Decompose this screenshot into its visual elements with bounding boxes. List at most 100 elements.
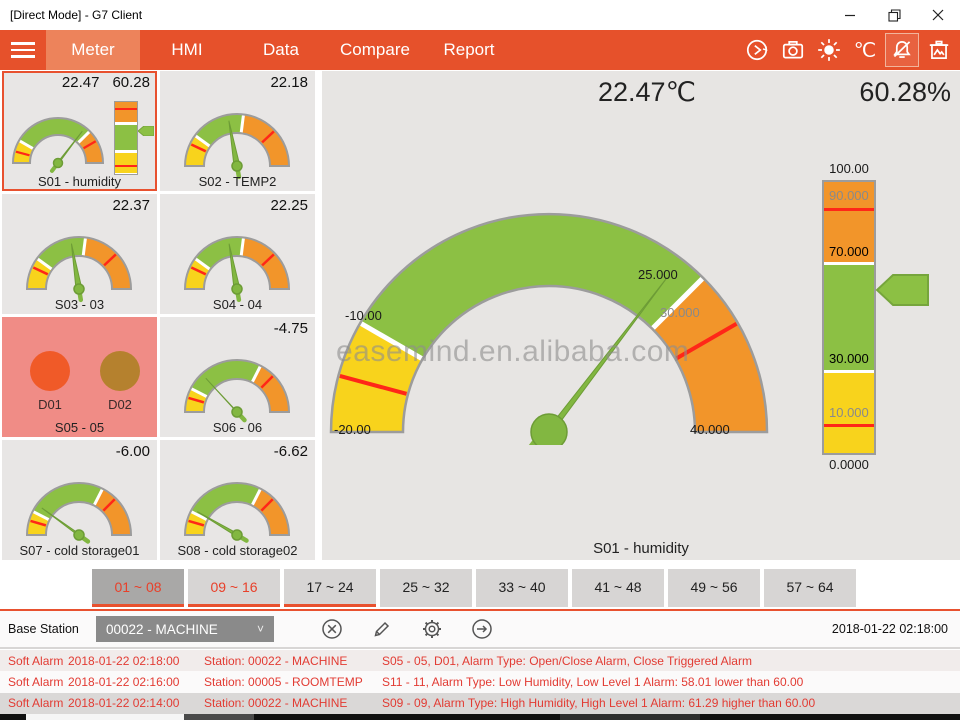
meter-tile[interactable]: 22.25 S04 - 04 xyxy=(160,194,315,314)
tile-values: 22.18 xyxy=(270,74,308,91)
bar-min-label: 0.0000 xyxy=(829,457,869,472)
taskbar-segment xyxy=(560,714,700,720)
meter-tile[interactable]: 22.18 S02 - TEMP2 xyxy=(160,71,315,191)
station-toolbar xyxy=(320,617,494,641)
separator-line xyxy=(0,609,960,611)
taskbar-segment xyxy=(26,714,184,720)
window-title: [Direct Mode] - G7 Client xyxy=(10,8,143,22)
alarm-message: S05 - 05, D01, Alarm Type: Open/Close Al… xyxy=(382,653,752,668)
brightness-icon[interactable] xyxy=(813,34,845,66)
bar-segment xyxy=(115,102,137,122)
bar-segment xyxy=(824,264,874,371)
close-button[interactable] xyxy=(916,0,960,30)
nav-bar: Meter HMI Data Compare Report ℃ xyxy=(0,30,960,70)
bar-70-label: 70.000 xyxy=(829,244,869,259)
nav-tab-compare[interactable]: Compare xyxy=(340,40,410,59)
tile-value: 22.25 xyxy=(270,197,308,214)
alarm-station: Station: 00005 - ROOMTEMP xyxy=(204,674,363,689)
minimize-icon xyxy=(845,14,855,17)
alarm-row[interactable]: Soft Alarm 2018-01-22 02:18:00 Station: 00… xyxy=(0,650,960,672)
nav-tab-meter[interactable]: Meter xyxy=(46,30,140,70)
edit-pencil-icon[interactable] xyxy=(370,617,394,641)
close-icon xyxy=(932,9,944,21)
tile-values: -6.62 xyxy=(274,443,308,460)
alarm-station: Station: 00022 - MACHINE xyxy=(204,696,348,711)
nav-tab-report[interactable]: Report xyxy=(443,40,495,59)
gauge-low-label: -10.00 xyxy=(345,308,382,323)
range-tab[interactable]: 01 ~ 08 xyxy=(92,569,184,607)
tile-label: S01 - humidity xyxy=(37,174,122,189)
range-tab[interactable]: 41 ~ 48 xyxy=(572,569,664,607)
clear-image-icon[interactable] xyxy=(923,34,955,66)
tile-values: -4.75 xyxy=(274,320,308,337)
alarm-message: S11 - 11, Alarm Type: Low Humidity, Low … xyxy=(382,674,804,689)
tile-label: S03 - 03 xyxy=(54,297,105,312)
tile-values: -6.00 xyxy=(116,443,150,460)
restore-icon xyxy=(887,8,901,22)
humidity-bar-gauge xyxy=(822,180,876,455)
tile-label: S05 - 05 xyxy=(54,420,105,435)
menu-button[interactable] xyxy=(0,30,46,70)
bar-alarm-line xyxy=(824,424,874,428)
minimize-button[interactable] xyxy=(828,0,872,30)
alarm-row[interactable]: Soft Alarm 2018-01-22 02:14:00 Station: 00… xyxy=(0,692,960,714)
tile-values: 22.37 xyxy=(112,197,150,214)
alarm-time: 2018-01-22 02:14:00 xyxy=(68,696,180,711)
gauge-max-label: 40.000 xyxy=(690,422,730,437)
settings-gear-icon[interactable] xyxy=(420,617,444,641)
bar-30-label: 30.000 xyxy=(829,351,869,366)
meter-tile[interactable]: 22.37 S03 - 03 xyxy=(2,194,157,314)
range-tab[interactable]: 09 ~ 16 xyxy=(188,569,280,607)
restore-button[interactable] xyxy=(872,0,916,30)
camera-icon[interactable] xyxy=(777,34,809,66)
alarm-type: Soft Alarm xyxy=(8,674,64,689)
alarm-time: 2018-01-22 02:16:00 xyxy=(68,674,180,689)
nav-tab-hmi[interactable]: HMI xyxy=(171,40,203,59)
range-tab[interactable]: 17 ~ 24 xyxy=(284,569,376,607)
celsius-icon[interactable]: ℃ xyxy=(849,34,881,66)
bar-segment xyxy=(115,153,137,173)
station-dropdown[interactable]: 00022 - MACHINE ˅ xyxy=(96,616,274,642)
alarm-time: 2018-01-22 02:18:00 xyxy=(68,653,180,668)
alarm-row[interactable]: Soft Alarm 2018-01-22 02:16:00 Station: 00… xyxy=(0,671,960,693)
sync-icon[interactable] xyxy=(741,34,773,66)
meter-tile[interactable]: -6.62 S08 - cold storage02 xyxy=(160,440,315,560)
bar-max-label: 100.00 xyxy=(829,161,869,176)
meter-tile[interactable]: D01 D02 S05 - 05 xyxy=(2,317,157,437)
gauge-min-label: -20.00 xyxy=(334,422,371,437)
nav-tab-data[interactable]: Data xyxy=(263,40,299,59)
range-tab[interactable]: 57 ~ 64 xyxy=(764,569,856,607)
bar-segment xyxy=(824,182,874,262)
range-tab[interactable]: 25 ~ 32 xyxy=(380,569,472,607)
range-tab[interactable]: 33 ~ 40 xyxy=(476,569,568,607)
tile-value: -6.00 xyxy=(115,443,150,460)
nav-toolbar: ℃ xyxy=(741,33,960,67)
watermark: easemind.en.alibaba.com xyxy=(336,335,690,368)
mini-gauge xyxy=(25,482,133,544)
range-tabs: 01 ~ 08 09 ~ 16 17 ~ 24 25 ~ 32 33 ~ 40 41 ~ … xyxy=(92,569,856,607)
current-timestamp: 2018-01-22 02:18:00 xyxy=(831,622,948,636)
alarm-mute-icon[interactable] xyxy=(885,33,919,67)
mini-humidity-bar xyxy=(114,101,138,175)
bar-pointer xyxy=(875,273,929,306)
go-arrow-icon[interactable] xyxy=(470,617,494,641)
window-controls xyxy=(828,0,960,30)
tile-value: -4.75 xyxy=(273,320,308,337)
mini-gauge xyxy=(11,117,105,173)
nav-tabs: Meter HMI Data Compare Report xyxy=(46,30,516,70)
tile-value: 22.37 xyxy=(112,197,150,214)
range-tab[interactable]: 49 ~ 56 xyxy=(668,569,760,607)
humidity-readout: 60.28% xyxy=(859,77,951,107)
digital-channel-indicator xyxy=(100,351,140,391)
cancel-icon[interactable] xyxy=(320,617,344,641)
alarm-type: Soft Alarm xyxy=(8,653,64,668)
taskbar-segment xyxy=(184,714,254,720)
tile-label: S08 - cold storage02 xyxy=(177,543,298,558)
meter-tile[interactable]: -4.75 S06 - 06 xyxy=(160,317,315,437)
meter-tile[interactable]: 22.47 60.28 S01 - humidity xyxy=(2,71,157,191)
tile-values: 22.25 xyxy=(270,197,308,214)
selected-sensor-label: S01 - humidity xyxy=(593,540,689,557)
station-bar: Base Station 00022 - MACHINE ˅ 2018-01-2… xyxy=(0,611,960,649)
meter-tile[interactable]: -6.00 S07 - cold storage01 xyxy=(2,440,157,560)
